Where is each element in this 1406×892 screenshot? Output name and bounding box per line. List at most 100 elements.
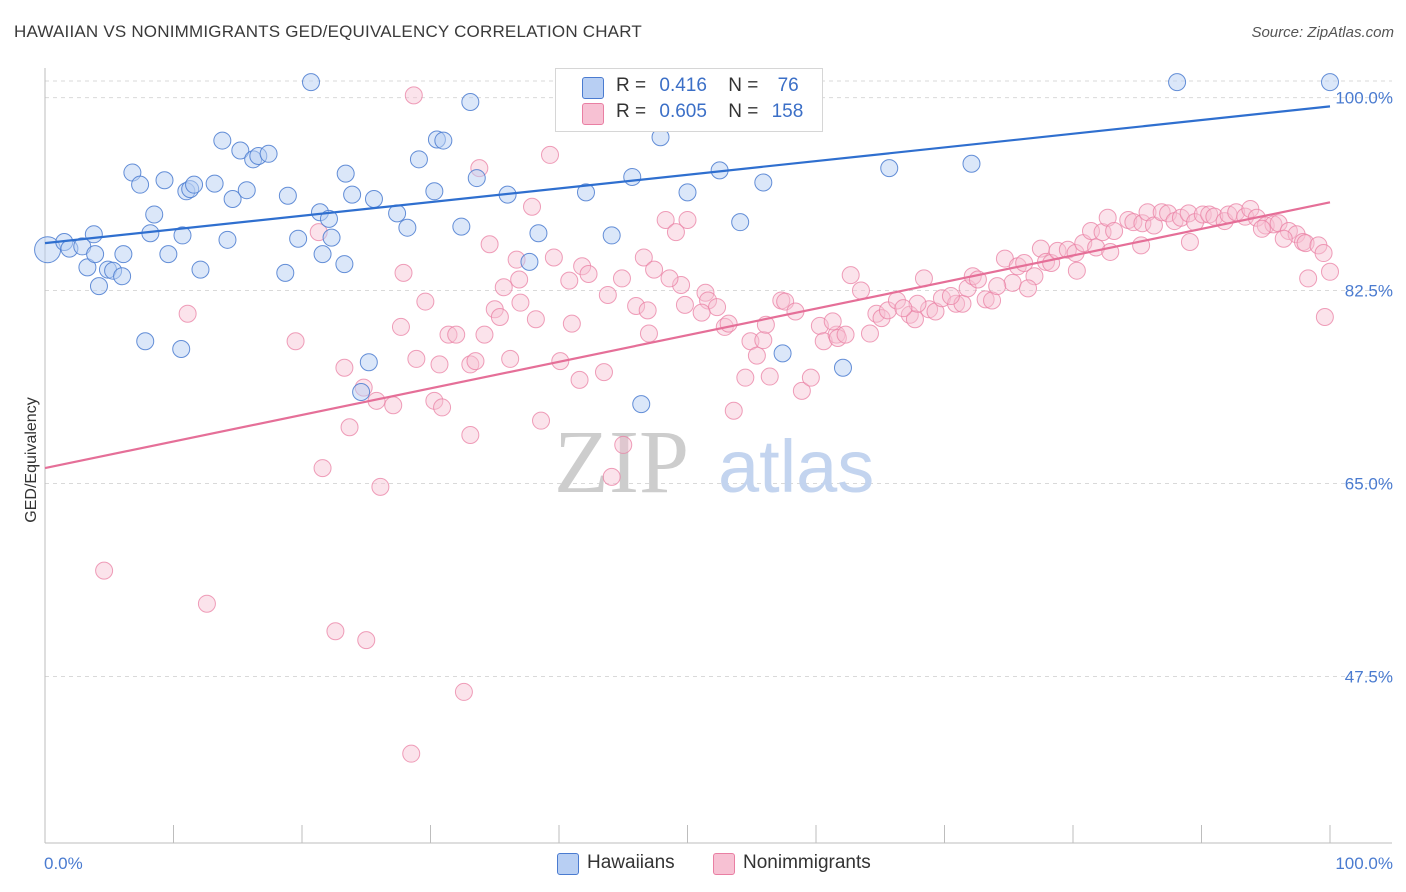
tick-labels: 100.0% 82.5% 65.0% 47.5% 0.0% 100.0%: [44, 89, 1393, 873]
hawaiians-point: [319, 209, 338, 228]
hawaiians-point: [159, 245, 178, 264]
nonimmigrants-point: [678, 210, 697, 229]
nonimmigrants-point: [480, 235, 499, 254]
y-tick-label: 100.0%: [1335, 89, 1393, 108]
nonimmigrants-point: [1081, 221, 1100, 240]
nonimmigrants-point: [562, 314, 581, 333]
nonimmigrants-point: [466, 352, 485, 371]
stats-legend: R = 0.416 N = 76 R = 0.605 N = 158: [555, 68, 823, 132]
nonimmigrants-point: [416, 292, 435, 311]
nonimmigrants-point: [1299, 269, 1318, 288]
y-tick-label: 47.5%: [1345, 667, 1393, 686]
hawaiians-point: [145, 205, 164, 224]
axes: [44, 68, 1392, 844]
x-tick-label: 100.0%: [1335, 854, 1393, 873]
hawaiians-point: [434, 131, 453, 150]
hawaiians-point: [205, 174, 224, 193]
nonimmigrants-point: [384, 396, 403, 415]
nonimmigrants-point: [801, 368, 820, 387]
hawaiians-point: [237, 181, 256, 200]
legend-r-label: R =: [616, 75, 647, 96]
nonimmigrants-point: [905, 310, 924, 329]
hawaiians-point: [425, 182, 444, 201]
y-tick-label: 82.5%: [1345, 282, 1393, 301]
nonimmigrants-point: [1144, 216, 1163, 235]
hawaiians-point: [218, 230, 237, 249]
nonimmigrants-point: [1252, 219, 1271, 238]
nonimmigrants-point: [719, 314, 738, 333]
nonimmigrants-point: [639, 324, 658, 343]
hawaiians-point: [276, 263, 295, 282]
nonimmigrants-point: [313, 459, 332, 478]
nonimmigrants-point: [1241, 199, 1260, 218]
hawaiians-point: [632, 395, 651, 414]
hawaiians-point: [452, 217, 471, 236]
nonimmigrants-point: [666, 223, 685, 242]
nonimmigrants-point: [747, 346, 766, 365]
hawaiians-point: [289, 229, 308, 248]
nonimmigrants-point: [836, 325, 855, 344]
legend-swatch-hawaiians: [582, 77, 604, 99]
hawaiians-point: [773, 344, 792, 363]
hawaiians-point: [213, 131, 232, 150]
nonimmigrants-point: [594, 363, 613, 382]
nonimmigrants-point: [340, 418, 359, 437]
hawaiians-point: [173, 226, 192, 245]
nonimmigrants-point: [541, 145, 560, 164]
legend-swatch-nonimmigrants: [582, 103, 604, 125]
hawaiians-point: [322, 228, 341, 247]
nonimmigrants-point: [1067, 261, 1086, 280]
nonimmigrants-point: [532, 411, 551, 430]
nonimmigrants-point: [851, 281, 870, 300]
nonimmigrants-point: [598, 285, 617, 304]
hawaiians-point: [754, 173, 773, 192]
nonimmigrants-point: [439, 325, 458, 344]
hawaiians-point: [461, 92, 480, 111]
nonimmigrants-point: [197, 594, 216, 613]
nonimmigrants-point: [941, 287, 960, 306]
hawaiians-point: [529, 224, 548, 243]
nonimmigrants-point: [872, 309, 891, 328]
nonimmigrants-point: [656, 210, 675, 229]
nonimmigrants-point: [908, 294, 927, 313]
nonimmigrants-point: [1133, 214, 1152, 233]
nonimmigrants-point: [570, 370, 589, 389]
nonimmigrants-point: [510, 270, 529, 289]
hawaiians-point: [223, 190, 242, 209]
nonimmigrants-point: [708, 298, 727, 317]
legend-r-value: 0.416: [659, 75, 707, 96]
nonimmigrants-point: [1093, 223, 1112, 242]
hawaiians-point: [336, 164, 355, 183]
hawaiians-point: [1168, 73, 1187, 92]
hawaiians-point: [172, 339, 191, 358]
hawaiians-point: [191, 260, 210, 279]
nonimmigrants-point: [841, 266, 860, 285]
nonimmigrants-point: [501, 349, 520, 368]
hawaiians-point: [301, 73, 320, 92]
nonimmigrants-point: [430, 355, 449, 374]
watermark-atlas: atlas: [718, 425, 874, 508]
legend-n-label: N =: [728, 101, 759, 122]
hawaiians-point: [131, 175, 150, 194]
nonimmigrants-point: [754, 331, 773, 350]
nonimmigrants-point: [660, 269, 679, 288]
nonimmigrants-point: [407, 349, 426, 368]
legend-n-value: 76: [777, 75, 799, 96]
nonimmigrants-point: [544, 248, 563, 267]
hawaiians-point: [520, 252, 539, 271]
hawaiians-point: [278, 186, 297, 205]
nonimmigrants-point: [1264, 215, 1283, 234]
bottom-legend-label-nonimmigrants: Nonimmigrants: [743, 852, 871, 873]
nonimmigrants-point: [638, 301, 657, 320]
nonimmigrants-point: [1180, 233, 1199, 252]
hawaiians-point: [398, 218, 417, 237]
hawaiians-points: [34, 73, 1339, 414]
nonimmigrants-point: [394, 263, 413, 282]
nonimmigrants-point: [490, 308, 509, 327]
hawaiians-point: [155, 171, 174, 190]
y-axis-label: GED/Equivalency: [23, 397, 40, 522]
nonimmigrants-point: [402, 744, 421, 763]
nonimmigrants-point: [357, 631, 376, 650]
nonimmigrants-point: [1274, 229, 1293, 248]
